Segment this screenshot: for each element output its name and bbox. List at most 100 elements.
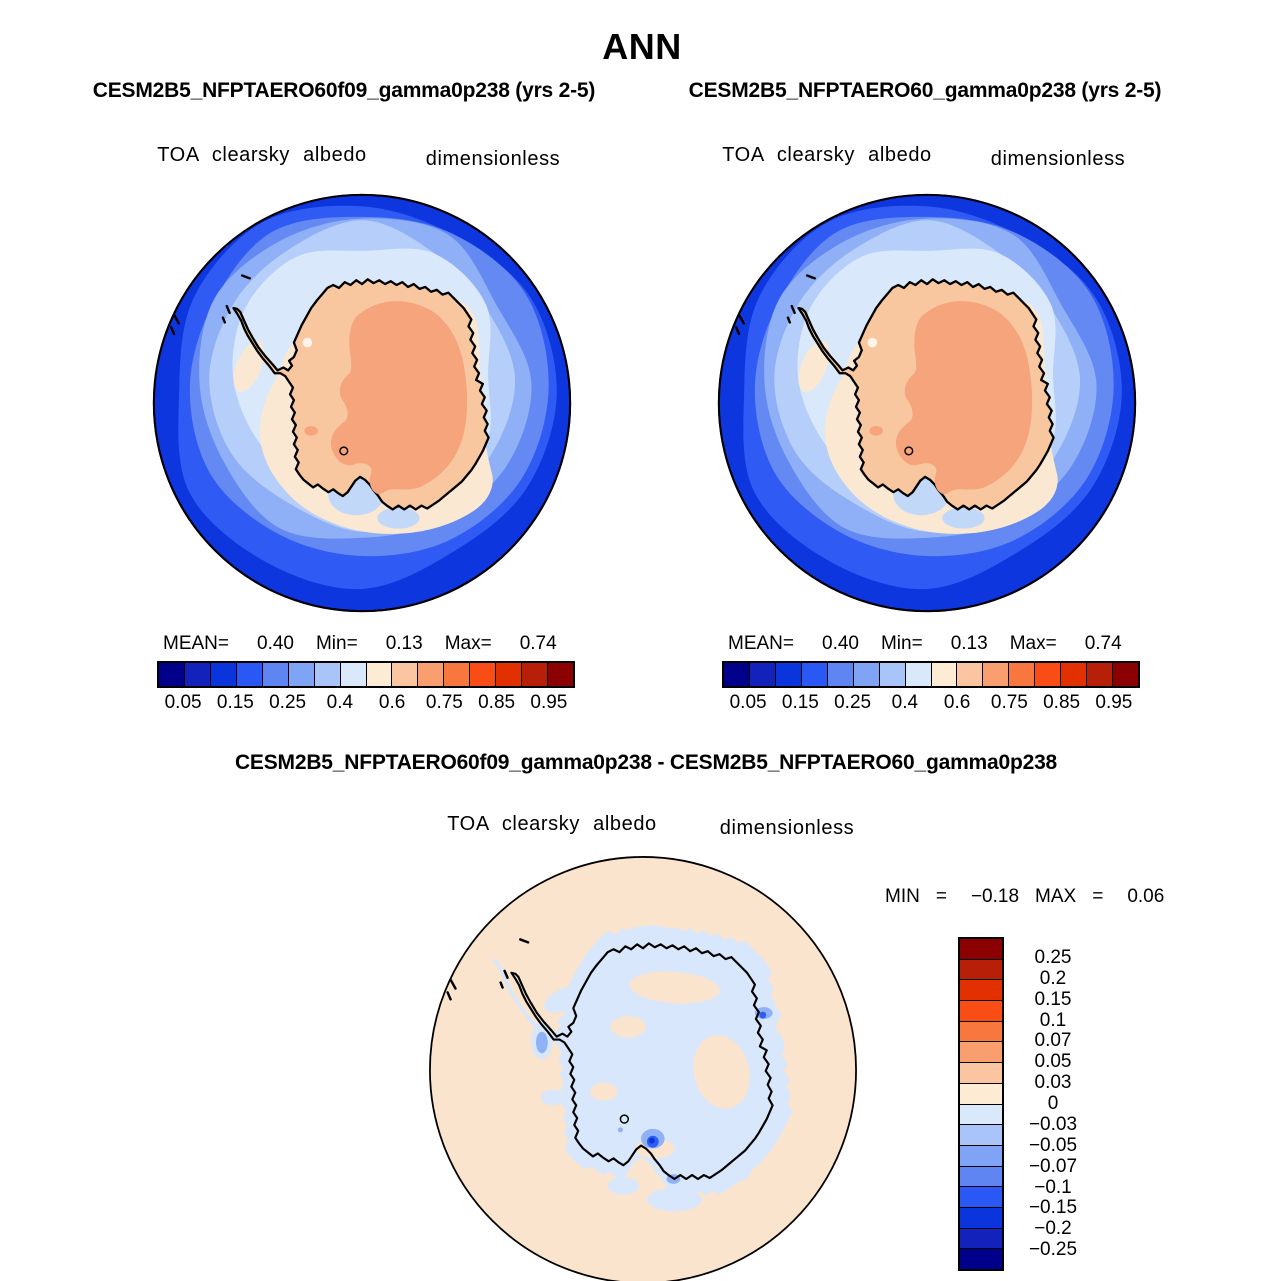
colorbar-cell — [1009, 663, 1036, 686]
colorbar-cell — [288, 663, 315, 686]
panel1-field-label: TOA clearsky albedo — [157, 144, 367, 166]
colorbar-cell — [853, 663, 880, 686]
colorbar-cell — [159, 663, 185, 686]
colorbar-tick-label: 0.05 — [729, 692, 767, 713]
small-island — [619, 1114, 630, 1124]
island-marks — [169, 274, 251, 336]
colorbar-tick-label: −0.1 — [1034, 1176, 1072, 1198]
colorbar-tick-label: −0.07 — [1028, 1155, 1078, 1177]
colorbar-cell — [1087, 663, 1114, 686]
colorbar-cell — [960, 1187, 1002, 1208]
ice-sheet-interior — [330, 301, 468, 494]
max-label: Max= — [1009, 633, 1057, 654]
colorbar-tick-label: 0.2 — [1039, 967, 1067, 989]
figure-title: ANN — [602, 26, 682, 67]
panel2-colorbar-ticks: 0.05 0.15 0.25 0.4 0.6 0.75 0.85 0.95 — [722, 692, 1140, 716]
colorbar-cell — [960, 1001, 1002, 1022]
panel2-colorbar — [722, 661, 1140, 688]
max-label: MAX — [1035, 886, 1077, 907]
colorbar-cell — [960, 1228, 1002, 1250]
diff-units-label: dimensionless — [719, 817, 855, 839]
colorbar-tick-label: 0.25 — [1034, 946, 1072, 968]
colorbar-cell — [879, 663, 906, 686]
albedo-map-panel1 — [152, 193, 572, 613]
colorbar-tick-label: 0.75 — [425, 692, 463, 713]
colorbar-cell — [392, 663, 419, 686]
colorbar-cell — [960, 1063, 1002, 1084]
colorbar-tick-label: 0 — [1047, 1093, 1059, 1114]
albedo-difference-map — [428, 855, 858, 1281]
colorbar-cell — [960, 959, 1002, 981]
colorbar-tick-label: 0.1 — [1039, 1009, 1067, 1031]
mean-value: 0.40 — [257, 633, 294, 654]
diff-field-label: TOA clearsky albedo — [447, 813, 657, 835]
mean-value: 0.40 — [822, 633, 859, 654]
min-value: 0.13 — [385, 633, 423, 654]
colorbar-cell — [262, 663, 289, 686]
colorbar-cell — [522, 663, 549, 686]
panel1-units-label: dimensionless — [425, 148, 561, 170]
colorbar-cell — [983, 663, 1010, 686]
colorbar-tick-label: 0.6 — [943, 692, 971, 713]
colorbar-tick-label: 0.75 — [990, 692, 1028, 713]
panel2-stats: MEAN= 0.40 Min= 0.13 Max= 0.74 — [728, 633, 1144, 655]
max-label: Max= — [444, 633, 492, 654]
min-label: MIN — [885, 886, 920, 907]
colorbar-cell — [775, 663, 802, 686]
colorbar-tick-label: 0.4 — [326, 692, 354, 713]
colorbar-cell — [960, 939, 1002, 960]
colorbar-tick-label: 0.15 — [216, 692, 254, 713]
ross-sea-blue-tongue — [377, 507, 420, 529]
colorbar-cell — [905, 663, 932, 686]
colorbar-cell — [314, 663, 341, 686]
colorbar-tick-label: −0.05 — [1028, 1134, 1078, 1156]
colorbar-cell — [1035, 663, 1062, 686]
colorbar-cell — [960, 1125, 1002, 1146]
min-equals: = — [935, 886, 947, 907]
colorbar-cell — [340, 663, 367, 686]
min-label: Min= — [315, 633, 358, 654]
max-value: 0.74 — [519, 633, 557, 654]
map-boundary-circle — [152, 193, 572, 613]
mean-label: MEAN= — [163, 633, 229, 654]
colorbar-cell — [827, 663, 854, 686]
colorbar-cell — [960, 1207, 1002, 1229]
colorbar-tick-label: −0.03 — [1028, 1113, 1078, 1135]
colorbar-cell — [184, 663, 211, 686]
colorbar-tick-label: 0.85 — [478, 692, 516, 713]
colorbar-tick-label: 0.25 — [834, 692, 872, 713]
colorbar-cell — [418, 663, 445, 686]
colorbar-tick-label: 0.95 — [530, 692, 568, 713]
panel1-stats: MEAN= 0.40 Min= 0.13 Max= 0.74 — [163, 633, 579, 655]
panel1-colorbar — [157, 661, 575, 688]
diff-stats: MIN = −0.18 MAX = 0.06 — [885, 886, 1180, 908]
panel2-field-label: TOA clearsky albedo — [722, 144, 932, 166]
colorbar-cell — [1061, 663, 1088, 686]
colorbar-cell — [960, 1042, 1002, 1064]
colorbar-cell — [496, 663, 523, 686]
small-island — [339, 446, 349, 456]
colorbar-tick-label: 0.6 — [378, 692, 406, 713]
colorbar-tick-label: 0.05 — [1034, 1051, 1072, 1073]
panel2-units-label: dimensionless — [990, 148, 1126, 170]
colorbar-cell — [960, 1104, 1002, 1126]
colorbar-cell — [931, 663, 958, 686]
bright-ice-dot — [302, 337, 313, 348]
colorbar-tick-label: −0.15 — [1028, 1197, 1078, 1219]
colorbar-cell — [749, 663, 776, 686]
diff-colorbar-ticks: 0.25 0.2 0.15 0.1 0.07 0.05 0.03 0 −0.03 −0.05 −0.… — [1012, 937, 1094, 1271]
colorbar-cell — [470, 663, 497, 686]
colorbar-tick-label: −0.2 — [1034, 1218, 1072, 1240]
interior-albedo-spot — [304, 426, 318, 436]
colorbar-tick-label: 0.4 — [891, 692, 919, 713]
colorbar-tick-label: 0.85 — [1043, 692, 1081, 713]
map-boundary-circle — [429, 856, 857, 1281]
max-value: 0.74 — [1084, 633, 1122, 654]
colorbar-cell — [1113, 663, 1138, 686]
colorbar-tick-label: 0.15 — [1034, 988, 1072, 1010]
island-marks — [446, 938, 530, 1001]
diff-subtitle: CESM2B5_NFPTAERO60f09_gamma0p238 - CESM2… — [234, 751, 1058, 774]
colorbar-cell — [960, 980, 1002, 1002]
sea-ice-patch-west — [233, 341, 265, 392]
